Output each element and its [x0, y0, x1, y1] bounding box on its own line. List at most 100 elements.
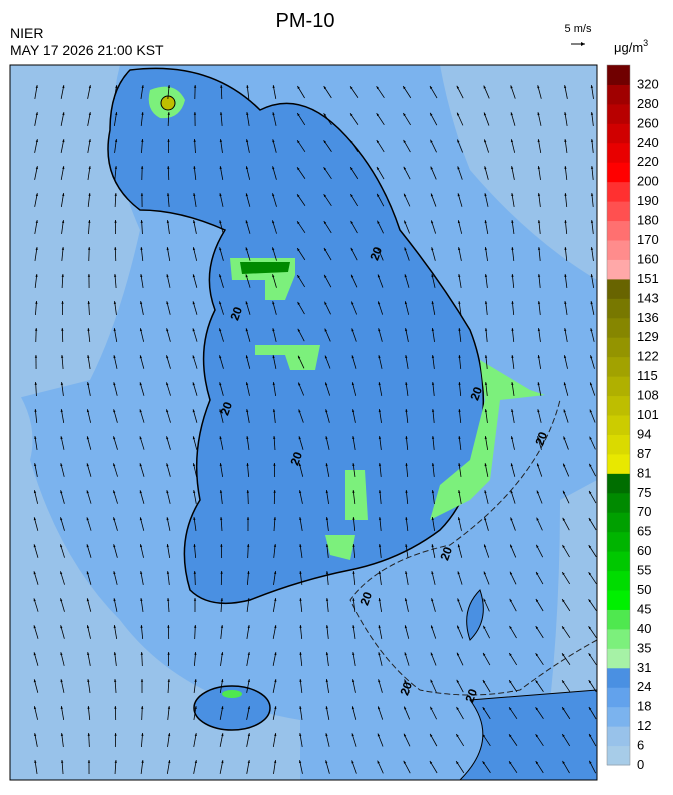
wind-arrow-head — [167, 166, 170, 169]
wind-arrow-head — [139, 436, 142, 440]
wind-arrow-head — [299, 652, 302, 655]
wind-arrow-head — [430, 112, 433, 116]
wind-arrow-head — [273, 517, 276, 520]
wind-arrow-head — [563, 382, 567, 386]
wind-arrow-head — [457, 598, 460, 602]
wind-arrow-head — [430, 652, 434, 656]
wind-arrow-head — [376, 140, 380, 144]
colorbar-swatch — [607, 337, 630, 358]
wind-arrow-head — [87, 760, 91, 763]
wind-arrow-head — [167, 625, 170, 628]
wind-arrow-head — [535, 734, 539, 738]
wind-arrow-head — [484, 220, 487, 224]
wind-arrow-head — [273, 544, 277, 547]
colorbar-label: 75 — [637, 485, 651, 500]
wind-arrow-head — [352, 517, 355, 520]
wind-arrow-head — [482, 680, 486, 683]
wind-arrow-head — [88, 112, 91, 116]
wind-arrow-head — [405, 355, 408, 359]
wind-arrow-head — [272, 85, 275, 89]
wind-arrow-head — [246, 490, 249, 493]
wind-arrow-head — [113, 409, 116, 413]
wind-arrow-head — [35, 220, 38, 224]
wind-arrow-head — [34, 436, 37, 439]
wind-arrow-head — [536, 544, 539, 548]
wind-arrow-head — [352, 463, 355, 466]
wind-arrow-head — [537, 409, 540, 413]
wind-arrow-head — [34, 760, 37, 763]
wind-arrow-head — [167, 733, 171, 736]
wind-arrow-head — [247, 706, 250, 710]
wind-arrow-head — [219, 328, 222, 332]
wind-arrow-head — [456, 761, 459, 765]
wind-arrow-head — [62, 193, 65, 197]
wind-arrow-head — [140, 166, 144, 169]
wind-arrow-head — [221, 679, 224, 683]
wind-arrow-head — [351, 301, 354, 305]
wind-arrow-head — [457, 517, 461, 521]
wind-arrow-head — [221, 760, 224, 764]
wind-arrow-head — [564, 193, 567, 196]
wind-arrow-head — [431, 463, 435, 466]
wind-arrow-head — [378, 409, 382, 412]
wind-arrow-head — [484, 409, 488, 412]
wind-arrow-head — [272, 328, 275, 332]
wind-arrow-head — [140, 598, 143, 601]
wind-arrow-head — [351, 382, 355, 386]
colorbar-swatch — [607, 667, 630, 688]
wind-arrow-head — [509, 598, 513, 602]
wind-arrow-head — [351, 274, 354, 278]
hotspot — [222, 690, 242, 698]
wind-arrow-head — [509, 653, 512, 657]
wind-arrow-head — [405, 463, 408, 466]
colorbar-frame — [606, 64, 631, 766]
wind-arrow-head — [60, 517, 63, 521]
wind-arrow-head — [167, 139, 170, 142]
wind-arrow-head — [562, 653, 565, 657]
wind-arrow-head — [590, 139, 594, 142]
wind-arrow-head — [61, 328, 64, 331]
wind-arrow-head — [484, 193, 487, 197]
wind-arrow-head — [350, 86, 353, 90]
wind-arrow-head — [590, 166, 594, 169]
wind-arrow-head — [114, 706, 117, 709]
colorbar-swatch — [607, 415, 630, 435]
wind-arrow-head — [562, 599, 565, 603]
wind-arrow-head — [86, 598, 90, 602]
wind-arrow-head — [378, 598, 381, 601]
wind-arrow-head — [88, 139, 91, 143]
wind-arrow-head — [404, 625, 408, 629]
wind-arrow-head — [297, 85, 300, 89]
wind-arrow-head — [510, 85, 513, 89]
wind-arrow-head — [535, 707, 539, 711]
wind-arrow-head — [457, 625, 460, 629]
wind-arrow-head — [220, 517, 223, 520]
contour-label: 20 — [462, 687, 480, 705]
wind-arrow-head — [482, 761, 486, 765]
wind-arrow-head — [246, 409, 249, 413]
wind-arrow-head — [139, 355, 143, 359]
wind-arrow-head — [510, 463, 514, 467]
wind-arrow-head — [247, 571, 250, 574]
wind-arrow-head — [192, 382, 195, 386]
colorbar-swatch — [607, 395, 630, 416]
wind-arrow-head — [114, 733, 117, 736]
wind-arrow-head — [378, 301, 381, 305]
wind-arrow-head — [113, 328, 116, 332]
colorbar-swatch — [607, 590, 630, 610]
contour — [349, 399, 597, 696]
wind-arrow-head — [272, 247, 275, 251]
wind-arrow-head — [403, 86, 406, 90]
wind-arrow-head — [166, 517, 169, 521]
wind-arrow-head — [325, 517, 329, 520]
wind-arrow-head — [139, 382, 142, 386]
wind-arrow-head — [564, 274, 567, 277]
wind-arrow-head — [140, 193, 144, 196]
wind-arrow-head — [404, 274, 407, 278]
colorbar-swatch — [607, 492, 630, 513]
wind-arrow-head — [483, 598, 486, 602]
wind-arrow-head — [35, 274, 38, 277]
wind-arrow-head — [588, 707, 592, 710]
colorbar-swatch — [607, 453, 630, 474]
wind-arrow-head — [325, 382, 328, 386]
